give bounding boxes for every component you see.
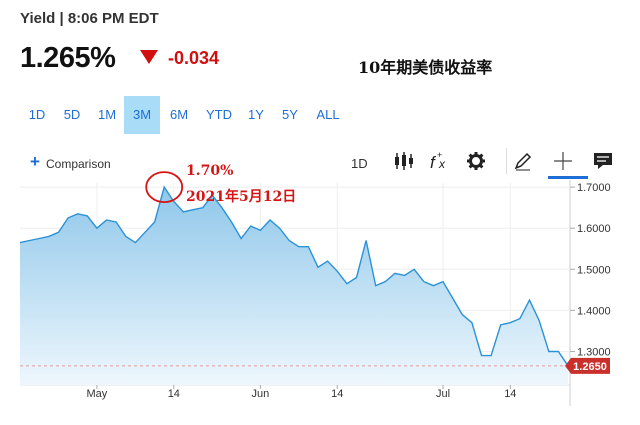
tab-all[interactable]: ALL — [316, 107, 340, 122]
x-tick-label: Jun — [251, 388, 269, 400]
tab-1d[interactable]: 1D — [28, 107, 46, 122]
pencil-icon[interactable] — [512, 150, 534, 172]
last-value-label: 1.2650 — [573, 361, 607, 373]
tab-3m[interactable]: 3M — [124, 96, 160, 134]
x-tick-label: 14 — [168, 388, 180, 400]
tab-1y[interactable]: 1Y — [248, 107, 264, 122]
add-comparison-icon[interactable]: + — [30, 152, 40, 171]
tab-1m[interactable]: 1M — [97, 107, 117, 122]
interval-selector[interactable]: 1D — [351, 156, 368, 171]
current-yield: 1.265% — [20, 42, 116, 74]
y-tick-label: 1.5000 — [577, 264, 611, 276]
y-tick-label: 1.7000 — [577, 182, 611, 194]
x-tick-label: Jul — [436, 388, 450, 400]
last-value-tag — [565, 357, 610, 374]
active-tool-indicator — [548, 176, 588, 179]
function-icon[interactable]: f x + — [428, 150, 450, 172]
tab-ytd[interactable]: YTD — [206, 107, 232, 122]
crosshair-icon[interactable] — [552, 150, 574, 172]
y-tick-label: 1.6000 — [577, 223, 611, 235]
tab-5d[interactable]: 5D — [63, 107, 81, 122]
gear-icon[interactable] — [465, 150, 487, 172]
candlestick-icon[interactable] — [393, 150, 415, 172]
y-tick-label: 1.3000 — [577, 346, 611, 358]
down-arrow-icon — [140, 50, 158, 64]
x-tick-label: 14 — [504, 388, 516, 400]
x-tick-label: 14 — [331, 388, 343, 400]
comparison-button[interactable]: Comparison — [46, 157, 111, 171]
comment-icon[interactable] — [592, 150, 614, 172]
chinese-title: 10年期美债收益率 — [358, 58, 493, 77]
annotation-value: 1.70% — [186, 163, 234, 179]
svg-text:f: f — [430, 153, 437, 172]
svg-text:+: + — [437, 150, 442, 160]
yield-area-fill — [20, 187, 568, 385]
x-tick-label: May — [87, 388, 108, 400]
y-tick-label: 1.4000 — [577, 305, 611, 317]
peak-highlight-circle — [145, 171, 184, 204]
yield-line — [19, 185, 569, 367]
svg-text:x: x — [438, 157, 446, 171]
yield-change: -0.034 — [168, 48, 220, 68]
tab-5y[interactable]: 5Y — [282, 107, 298, 122]
toolbar-divider — [506, 148, 507, 174]
annotation-date: 2021年5月12日 — [186, 189, 297, 205]
header-title: Yield | 8:06 PM EDT — [20, 10, 159, 27]
tab-6m[interactable]: 6M — [169, 107, 189, 122]
